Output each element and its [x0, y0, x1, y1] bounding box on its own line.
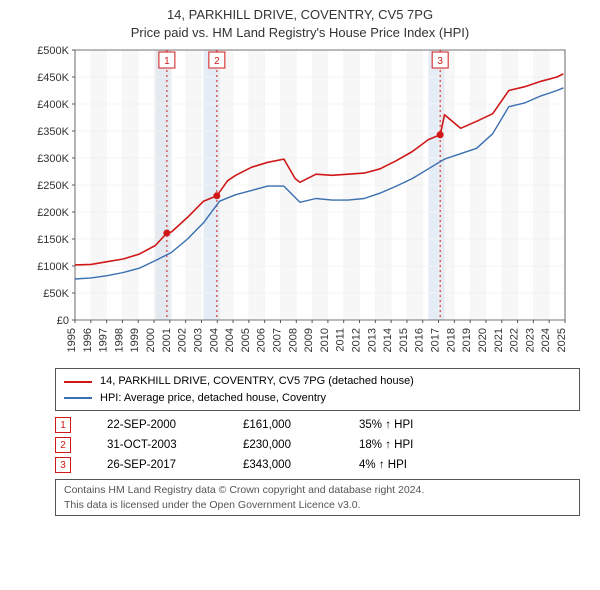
- svg-text:£200K: £200K: [37, 207, 69, 219]
- footer-line: This data is licensed under the Open Gov…: [64, 498, 571, 512]
- chart-container: 14, PARKHILL DRIVE, COVENTRY, CV5 7PG Pr…: [0, 0, 600, 590]
- svg-text:2010: 2010: [319, 328, 331, 352]
- svg-text:2021: 2021: [493, 328, 505, 352]
- svg-text:2014: 2014: [382, 328, 394, 352]
- legend: 14, PARKHILL DRIVE, COVENTRY, CV5 7PG (d…: [55, 368, 580, 411]
- svg-text:2019: 2019: [461, 328, 473, 352]
- svg-text:2007: 2007: [271, 328, 283, 352]
- svg-text:1: 1: [164, 56, 170, 67]
- event-row: 2 31-OCT-2003 £230,000 18% ↑ HPI: [55, 435, 580, 455]
- event-date: 26-SEP-2017: [107, 459, 207, 471]
- svg-text:£400K: £400K: [37, 99, 69, 111]
- svg-text:2015: 2015: [398, 328, 410, 352]
- svg-text:1998: 1998: [113, 328, 125, 352]
- legend-item-hpi: HPI: Average price, detached house, Cove…: [64, 390, 571, 407]
- legend-line-icon: [64, 397, 92, 399]
- svg-text:2020: 2020: [477, 328, 489, 352]
- svg-text:2003: 2003: [192, 328, 204, 352]
- event-price: £230,000: [243, 439, 323, 451]
- event-date: 22-SEP-2000: [107, 419, 207, 431]
- svg-text:2017: 2017: [430, 328, 442, 352]
- event-row: 3 26-SEP-2017 £343,000 4% ↑ HPI: [55, 455, 580, 475]
- footer-line: Contains HM Land Registry data © Crown c…: [64, 483, 571, 497]
- svg-text:2025: 2025: [556, 328, 568, 352]
- svg-text:2002: 2002: [177, 328, 189, 352]
- svg-text:2013: 2013: [366, 328, 378, 352]
- svg-text:£450K: £450K: [37, 72, 69, 84]
- event-pct: 18% ↑ HPI: [359, 439, 449, 451]
- event-price: £343,000: [243, 459, 323, 471]
- line-chart: £0 £50K £100K £150K £200K £250K £300K £350K £400…: [20, 42, 580, 362]
- svg-text:2004: 2004: [208, 328, 220, 352]
- svg-text:2022: 2022: [509, 328, 521, 352]
- svg-text:2009: 2009: [303, 328, 315, 352]
- title-address: 14, PARKHILL DRIVE, COVENTRY, CV5 7PG: [0, 6, 600, 24]
- event-date: 31-OCT-2003: [107, 439, 207, 451]
- svg-text:£50K: £50K: [43, 288, 69, 300]
- svg-text:£150K: £150K: [37, 234, 69, 246]
- svg-text:2000: 2000: [145, 328, 157, 352]
- svg-text:£250K: £250K: [37, 180, 69, 192]
- svg-text:2023: 2023: [524, 328, 536, 352]
- event-price: £161,000: [243, 419, 323, 431]
- event-marker-icon: 2: [55, 437, 71, 453]
- svg-text:2004: 2004: [224, 328, 236, 352]
- legend-item-price-paid: 14, PARKHILL DRIVE, COVENTRY, CV5 7PG (d…: [64, 373, 571, 390]
- svg-text:£300K: £300K: [37, 153, 69, 165]
- svg-text:1999: 1999: [129, 328, 141, 352]
- svg-text:2011: 2011: [335, 328, 347, 352]
- svg-text:1995: 1995: [66, 328, 78, 352]
- title-block: 14, PARKHILL DRIVE, COVENTRY, CV5 7PG Pr…: [0, 0, 600, 42]
- legend-label: HPI: Average price, detached house, Cove…: [100, 390, 326, 407]
- legend-label: 14, PARKHILL DRIVE, COVENTRY, CV5 7PG (d…: [100, 373, 414, 390]
- event-marker-icon: 1: [55, 417, 71, 433]
- title-subtitle: Price paid vs. HM Land Registry's House …: [0, 24, 600, 42]
- legend-line-icon: [64, 381, 92, 383]
- svg-text:£500K: £500K: [37, 45, 69, 57]
- event-row: 1 22-SEP-2000 £161,000 35% ↑ HPI: [55, 415, 580, 435]
- event-marker-icon: 3: [55, 457, 71, 473]
- svg-text:2012: 2012: [351, 328, 363, 352]
- svg-text:2: 2: [214, 56, 220, 67]
- svg-text:3: 3: [437, 56, 443, 67]
- svg-text:2005: 2005: [240, 328, 252, 352]
- svg-text:1997: 1997: [98, 328, 110, 352]
- svg-text:£350K: £350K: [37, 126, 69, 138]
- svg-text:2018: 2018: [445, 328, 457, 352]
- svg-text:2001: 2001: [161, 328, 173, 352]
- svg-text:£100K: £100K: [37, 261, 69, 273]
- svg-text:2016: 2016: [414, 328, 426, 352]
- svg-text:1996: 1996: [82, 328, 94, 352]
- event-pct: 35% ↑ HPI: [359, 419, 449, 431]
- svg-text:£0: £0: [57, 315, 69, 327]
- svg-text:2024: 2024: [540, 328, 552, 352]
- footer-attribution: Contains HM Land Registry data © Crown c…: [55, 479, 580, 515]
- svg-text:2006: 2006: [256, 328, 268, 352]
- events-table: 1 22-SEP-2000 £161,000 35% ↑ HPI 2 31-OC…: [55, 415, 580, 475]
- event-pct: 4% ↑ HPI: [359, 459, 449, 471]
- svg-text:2008: 2008: [287, 328, 299, 352]
